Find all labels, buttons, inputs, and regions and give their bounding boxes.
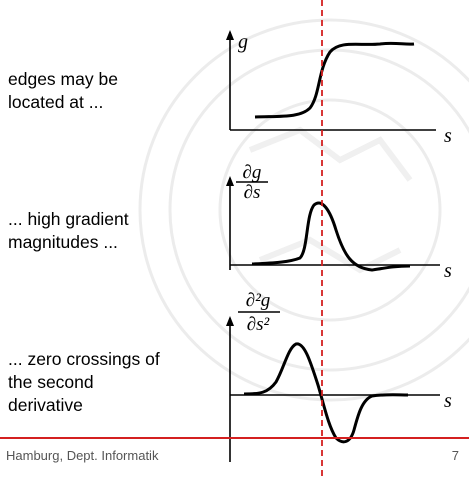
- panel-second-derivative: ∂²g ∂s² s: [226, 290, 452, 462]
- y-axis-arrow: [226, 176, 234, 186]
- curve-first-derivative: [251, 201, 411, 272]
- label-s2: s: [444, 260, 452, 282]
- label-dg-den: ∂s: [244, 182, 261, 203]
- curve-second-derivative: [243, 342, 409, 444]
- caption-gradient: ... high gradient magnitudes ...: [8, 209, 129, 252]
- label-s1: s: [444, 125, 452, 147]
- footer-institution: Hamburg, Dept. Informatik: [6, 448, 159, 463]
- label-g: g: [238, 31, 248, 53]
- y-axis-arrow: [226, 316, 234, 326]
- label-s3: s: [444, 390, 452, 412]
- caption-zero-crossings: ... zero crossings of the second derivat…: [8, 349, 160, 415]
- caption-edges: edges may be located at ...: [8, 69, 118, 112]
- panel-signal: g s: [226, 30, 452, 147]
- curve-signal: [254, 41, 415, 119]
- label-dg-num: ∂g: [243, 162, 262, 183]
- y-axis-arrow: [226, 30, 234, 40]
- page-number: 7: [451, 448, 459, 463]
- label-d2g-num: ∂²g: [246, 290, 271, 311]
- panel-first-derivative: ∂g ∂s s: [226, 162, 452, 282]
- footer-divider: [0, 437, 469, 439]
- label-d2g-den: ∂s²: [247, 314, 270, 335]
